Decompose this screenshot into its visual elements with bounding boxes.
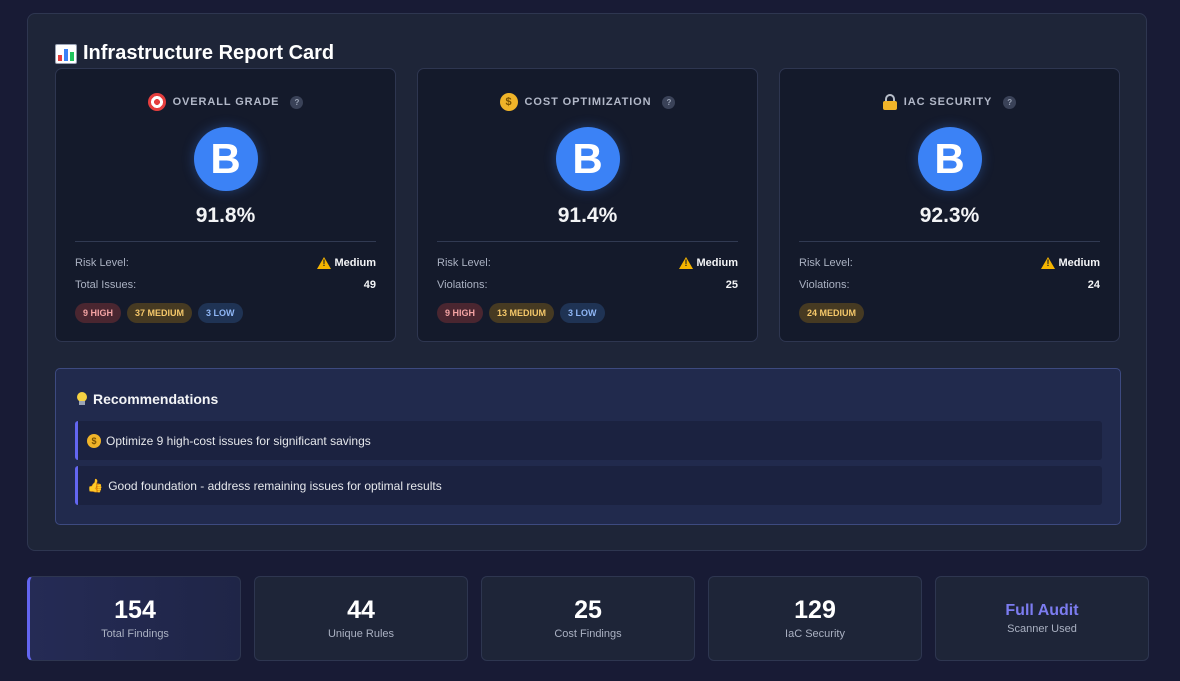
stat-label: IaC Security: [785, 627, 845, 640]
money-bag-icon: $: [87, 433, 101, 448]
target-icon: [147, 93, 166, 111]
card-label: OVERALL GRADE: [172, 96, 280, 108]
violations-row: Violations: 25: [437, 279, 738, 291]
warning-icon: [317, 257, 332, 269]
severity-badges: 9 HIGH 37 MEDIUM 3 LOW: [75, 303, 243, 323]
severity-badges: 9 HIGH 13 MEDIUM 3 LOW: [437, 303, 605, 323]
divider: [75, 241, 376, 242]
stat-iac-security: 129 IaC Security: [708, 576, 922, 661]
card-overall-grade: OVERALL GRADE ? B 91.8% Risk Level: Medi…: [55, 68, 396, 342]
lock-icon: [882, 94, 897, 110]
badge-low: 3 LOW: [198, 303, 243, 323]
recommendation-text: Optimize 9 high-cost issues for signific…: [106, 433, 371, 448]
violations-label: Violations:: [437, 279, 488, 291]
summary-stats: 154 Total Findings 44 Unique Rules 25 Co…: [27, 576, 1149, 661]
report-card-panel: Infrastructure Report Card OVERALL GRADE…: [27, 13, 1147, 551]
risk-level-label: Risk Level:: [437, 257, 491, 269]
stat-label: Unique Rules: [327, 627, 395, 640]
risk-level-value: Medium: [696, 257, 738, 269]
lightbulb-icon: [76, 392, 88, 406]
recommendation-item: $ Optimize 9 high-cost issues for signif…: [75, 421, 1102, 460]
recommendations-panel: Recommendations $ Optimize 9 high-cost i…: [55, 368, 1121, 525]
violations-value: 25: [725, 279, 738, 291]
card-header: OVERALL GRADE ?: [56, 91, 395, 113]
help-icon[interactable]: ?: [290, 95, 304, 109]
total-issues-row: Total Issues: 49: [75, 279, 376, 291]
card-header: IAC SECURITY ?: [780, 91, 1119, 113]
stat-label: Total Findings: [101, 627, 169, 640]
stat-scanner-used: Full Audit Scanner Used: [935, 576, 1149, 661]
risk-level-row: Risk Level: Medium: [799, 257, 1100, 269]
badge-high: 9 HIGH: [437, 303, 484, 323]
divider: [437, 241, 738, 242]
grade-percent: 91.4%: [557, 204, 618, 227]
badge-medium: 24 MEDIUM: [799, 303, 865, 323]
badge-medium: 13 MEDIUM: [489, 303, 555, 323]
stat-value: 129: [794, 596, 836, 625]
warning-icon: [1041, 257, 1056, 269]
risk-level-label: Risk Level:: [799, 257, 853, 269]
grade-percent: 91.8%: [195, 204, 256, 227]
recommendations-title: Recommendations: [76, 391, 218, 407]
help-icon[interactable]: ?: [1003, 95, 1017, 109]
stat-unique-rules: 44 Unique Rules: [254, 576, 468, 661]
card-cost-optimization: $ COST OPTIMIZATION ? B 91.4% Risk Level…: [417, 68, 758, 342]
risk-level-row: Risk Level: Medium: [437, 257, 738, 269]
stat-label: Scanner Used: [1007, 623, 1077, 635]
recommendation-item: 👍 Good foundation - address remaining is…: [75, 466, 1102, 505]
card-label: COST OPTIMIZATION: [524, 96, 652, 108]
risk-level-value: Medium: [1058, 257, 1100, 269]
bar-chart-icon: [55, 43, 77, 64]
help-icon[interactable]: ?: [662, 95, 676, 109]
stat-value: 44: [347, 596, 375, 625]
stat-total-findings: 154 Total Findings: [27, 576, 241, 661]
badge-medium: 37 MEDIUM: [127, 303, 193, 323]
risk-level-row: Risk Level: Medium: [75, 257, 376, 269]
violations-label: Violations:: [799, 279, 850, 291]
card-label: IAC SECURITY: [903, 96, 993, 108]
recommendation-text: Good foundation - address remaining issu…: [108, 478, 442, 493]
stat-value: Full Audit: [1005, 602, 1079, 619]
report-title: Infrastructure Report Card: [55, 42, 334, 65]
total-issues-value: 49: [363, 279, 376, 291]
money-bag-icon: $: [499, 93, 518, 111]
grade-percent: 92.3%: [919, 204, 980, 227]
report-title-text: Infrastructure Report Card: [83, 42, 335, 64]
violations-value: 24: [1087, 279, 1100, 291]
divider: [799, 241, 1100, 242]
card-iac-security: IAC SECURITY ? B 92.3% Risk Level: Mediu…: [779, 68, 1120, 342]
risk-level-value: Medium: [334, 257, 376, 269]
thumbs-up-icon: 👍: [87, 477, 104, 493]
recommendations-title-text: Recommendations: [93, 391, 219, 407]
stat-value: 154: [114, 596, 156, 625]
card-header: $ COST OPTIMIZATION ?: [418, 91, 757, 113]
grade-circle: B: [917, 127, 982, 191]
risk-level-label: Risk Level:: [75, 257, 129, 269]
severity-badges: 24 MEDIUM: [799, 303, 865, 323]
violations-row: Violations: 24: [799, 279, 1100, 291]
grade-circle: B: [193, 127, 258, 191]
grade-circle: B: [555, 127, 620, 191]
warning-icon: [679, 257, 694, 269]
stat-value: 25: [574, 596, 602, 625]
grade-cards: OVERALL GRADE ? B 91.8% Risk Level: Medi…: [55, 68, 1120, 342]
stat-cost-findings: 25 Cost Findings: [481, 576, 695, 661]
total-issues-label: Total Issues:: [75, 279, 137, 291]
badge-low: 3 LOW: [560, 303, 605, 323]
stat-label: Cost Findings: [554, 627, 622, 640]
badge-high: 9 HIGH: [75, 303, 122, 323]
